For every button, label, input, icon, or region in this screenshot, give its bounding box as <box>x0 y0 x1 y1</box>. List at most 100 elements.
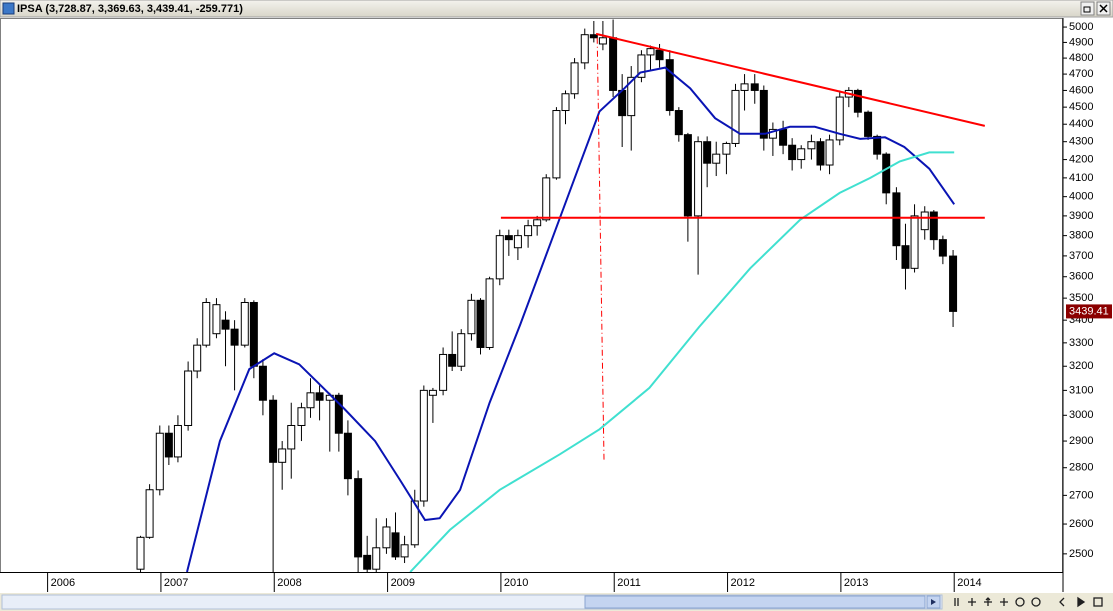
y-tick-label: 3900 <box>1069 210 1093 222</box>
y-tick-label: 3200 <box>1069 360 1093 372</box>
candle-body <box>391 532 400 558</box>
candle-body <box>164 432 173 458</box>
candle-body <box>825 139 834 166</box>
scroll-arrow <box>931 599 936 605</box>
candle-body <box>354 478 363 558</box>
candle-body <box>457 333 466 367</box>
tool-icon[interactable] <box>968 598 976 606</box>
candle-body <box>873 135 882 155</box>
candle-body <box>683 134 692 217</box>
candle-body <box>892 192 901 247</box>
close-icon <box>1099 4 1108 13</box>
y-tick-label: 3500 <box>1069 292 1093 304</box>
candle-body <box>929 211 938 241</box>
candle-body <box>524 225 533 237</box>
candle-body <box>589 34 598 39</box>
candle-body <box>759 89 768 139</box>
candle-body <box>476 299 485 348</box>
candle-body <box>722 142 731 155</box>
tool-icon[interactable] <box>1093 597 1103 607</box>
candle-body <box>155 432 164 491</box>
candle-body <box>779 128 788 146</box>
y-tick-label: 4100 <box>1069 172 1093 184</box>
tool-icon[interactable] <box>1031 597 1041 607</box>
candle-body <box>240 301 249 346</box>
candle-body <box>938 239 947 257</box>
candle-body <box>580 34 589 64</box>
candle-body <box>570 62 579 95</box>
candle-body <box>334 394 343 434</box>
overlay-line <box>596 37 605 460</box>
candle-body <box>467 299 476 335</box>
candle-body <box>145 489 154 538</box>
tool-icon[interactable] <box>1077 596 1086 608</box>
last-price-box <box>1066 304 1112 319</box>
tool-icon[interactable] <box>1059 597 1065 607</box>
tool-icon[interactable] <box>1000 598 1008 606</box>
y-tick-label: 4700 <box>1069 68 1093 80</box>
plot-layer <box>136 19 986 572</box>
x-tick-label: 2012 <box>731 577 755 589</box>
candle-body <box>853 89 862 113</box>
y-tick-label: 2800 <box>1069 462 1093 474</box>
candle-body <box>230 328 239 346</box>
candle-body <box>212 304 221 335</box>
candle-body <box>598 37 607 45</box>
y-tick-label: 4000 <box>1069 191 1093 203</box>
last-price-label: 3439.41 <box>1069 305 1109 317</box>
candle-body <box>797 148 806 161</box>
candle-body <box>750 83 759 91</box>
candle-body <box>184 370 193 426</box>
y-axis-area <box>1063 18 1113 573</box>
candle-body <box>609 37 618 91</box>
y-tick-label: 2600 <box>1069 518 1093 530</box>
candle-body <box>258 365 267 401</box>
tool-icon[interactable] <box>984 597 992 606</box>
title-bar <box>0 0 1113 18</box>
candle-body <box>287 424 296 450</box>
x-tick-label: 2011 <box>617 577 641 589</box>
y-tick-label: 3100 <box>1069 384 1093 396</box>
candle-body <box>173 424 182 458</box>
candle-body <box>363 554 372 570</box>
candle-body <box>864 111 873 137</box>
candle-body <box>513 235 522 249</box>
candle-body <box>193 344 202 372</box>
candle-body <box>920 211 929 231</box>
y-tick-label: 5000 <box>1069 21 1093 33</box>
scrollbar-thumb[interactable] <box>584 595 926 609</box>
y-tick-label: 4900 <box>1069 36 1093 48</box>
overlay-line <box>186 66 956 572</box>
y-tick-label: 4300 <box>1069 136 1093 148</box>
candle-body <box>882 153 891 194</box>
y-tick-label: 3000 <box>1069 409 1093 421</box>
candle-body <box>901 245 910 269</box>
candle-body <box>410 500 419 546</box>
candle-body <box>637 54 646 78</box>
y-tick-label: 4800 <box>1069 52 1093 64</box>
axes-layer: 2500260027002800290030003100320033003400… <box>47 21 1112 592</box>
tool-icon[interactable] <box>1015 597 1025 607</box>
candle-body <box>306 392 315 409</box>
chart-title: IPSA (3,728.87, 3,369.63, 3,439.41, -259… <box>17 3 243 15</box>
restore-button[interactable] <box>1080 1 1095 16</box>
x-tick-label: 2010 <box>504 577 528 589</box>
candle-body <box>372 547 381 570</box>
candle-body <box>835 96 844 141</box>
candle-body <box>703 141 712 164</box>
candle-body <box>646 48 655 56</box>
x-tick-label: 2008 <box>277 577 301 589</box>
candle-body <box>542 177 551 221</box>
y-tick-label: 3800 <box>1069 230 1093 242</box>
candle-body <box>448 353 457 367</box>
y-tick-label: 4200 <box>1069 153 1093 165</box>
y-tick-label: 3600 <box>1069 271 1093 283</box>
candle-body <box>731 89 740 144</box>
x-tick-label: 2006 <box>51 577 75 589</box>
tool-icon[interactable] <box>954 598 959 606</box>
candle-body <box>807 141 816 150</box>
candle-body <box>655 49 664 61</box>
candle-body <box>400 544 409 558</box>
